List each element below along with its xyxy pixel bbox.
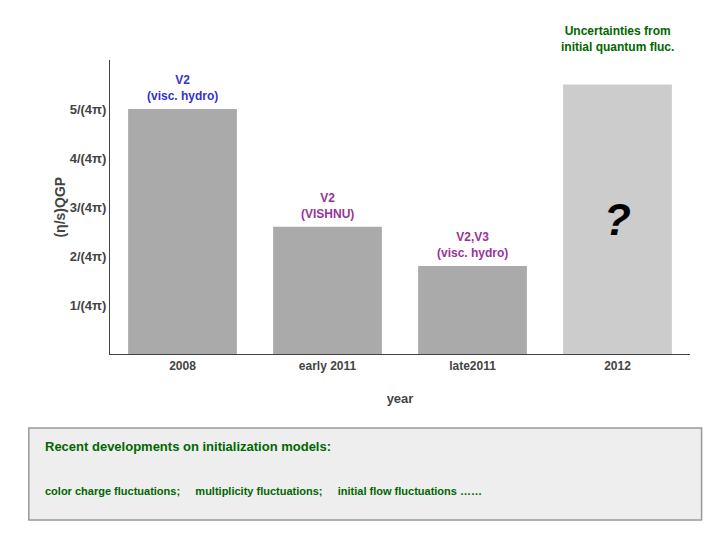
svg-text:?: ?	[604, 195, 631, 244]
svg-text:4/(4π): 4/(4π)	[70, 151, 107, 166]
svg-text:2/(4π): 2/(4π)	[70, 249, 107, 264]
svg-text:3/(4π): 3/(4π)	[70, 200, 107, 215]
svg-text:color charge fluctuations;: color charge fluctuations; multiplicity …	[45, 485, 482, 497]
svg-text:Uncertainties frominitial quan: Uncertainties frominitial quantum fluc.	[561, 24, 674, 54]
svg-text:Recent developments on initial: Recent developments on initialization mo…	[45, 439, 331, 454]
svg-text:2012: 2012	[604, 359, 631, 373]
svg-text:2008: 2008	[169, 359, 196, 373]
svg-text:early 2011: early 2011	[299, 359, 357, 373]
svg-text:late2011: late2011	[449, 359, 496, 373]
svg-text:V2,V3(visc. hydro): V2,V3(visc. hydro)	[437, 230, 508, 260]
svg-text:year: year	[387, 391, 414, 406]
svg-text:V2(VISHNU): V2(VISHNU)	[301, 191, 354, 221]
svg-text:5/(4π): 5/(4π)	[70, 102, 107, 117]
svg-text:V2(visc. hydro): V2(visc. hydro)	[147, 73, 218, 103]
svg-text:(η/s)QGP: (η/s)QGP	[52, 177, 68, 238]
svg-text:1/(4π): 1/(4π)	[70, 298, 107, 313]
